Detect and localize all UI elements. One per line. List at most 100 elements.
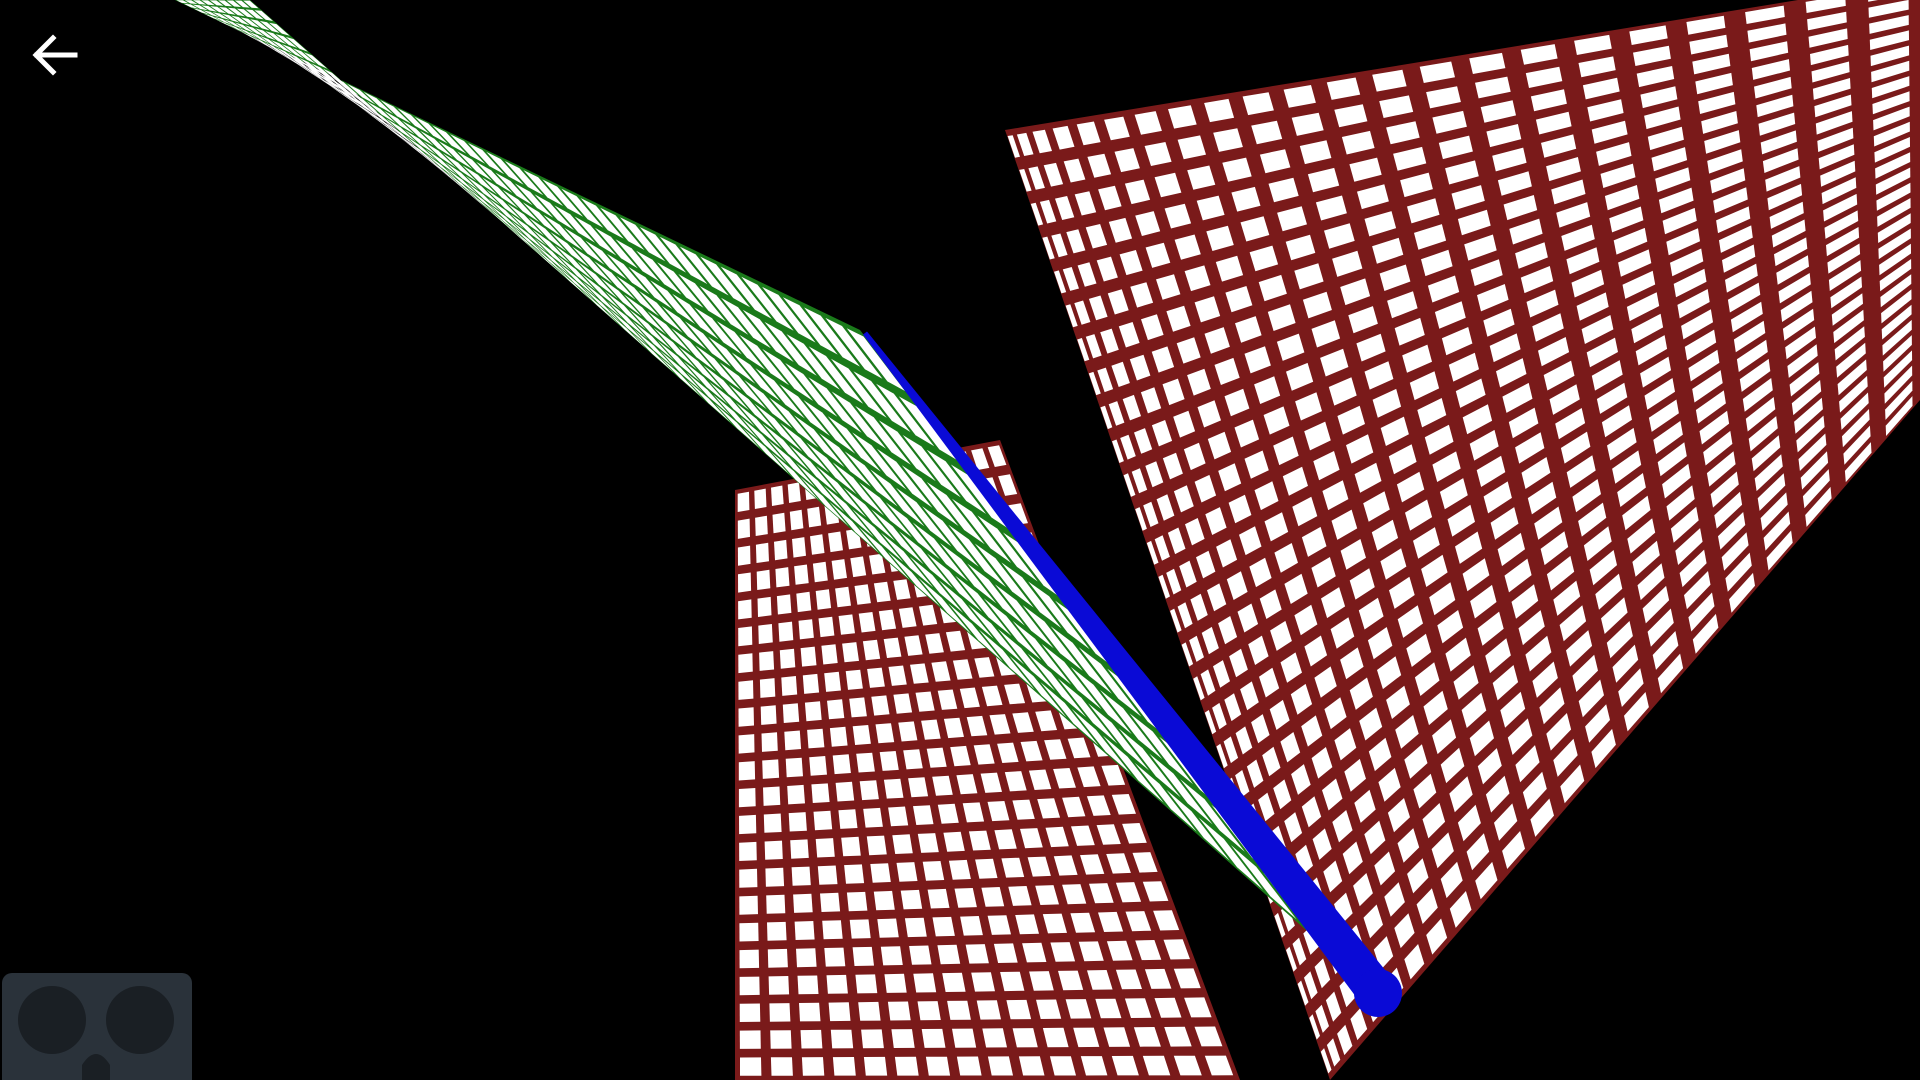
red-plane-upper-tile [1780, 290, 1813, 322]
red-plane-lower-tile [790, 839, 809, 859]
red-plane-upper-tile [1695, 390, 1726, 424]
red-plane-upper-tile [1259, 589, 1282, 619]
red-plane-lower-tile [1078, 941, 1104, 962]
red-plane-lower-tile [737, 545, 751, 566]
red-plane-lower-tile [782, 703, 800, 723]
green-plane-tile [250, 19, 270, 31]
red-plane-upper-tile [1626, 292, 1660, 322]
red-plane-lower-tile [832, 1057, 856, 1076]
green-plane-tile [940, 543, 997, 604]
red-plane-upper-tile [1344, 758, 1366, 792]
vr-mode-button[interactable] [2, 973, 192, 1080]
red-plane-lower-tile [1044, 739, 1067, 760]
red-plane-upper-tile [1824, 210, 1859, 239]
green-plane-tile [1134, 762, 1197, 832]
green-plane-tile [855, 405, 911, 465]
red-plane-upper-tile [1291, 764, 1311, 795]
green-plane-tile [238, 27, 258, 39]
red-plane-lower-tile [854, 584, 871, 605]
red-plane-lower-tile [800, 646, 817, 667]
red-plane-lower-tile [1058, 970, 1084, 991]
green-plane-tile [363, 103, 392, 126]
red-plane-upper-tile [1830, 276, 1862, 309]
red-plane-upper-tile [1201, 626, 1219, 655]
red-plane-lower-tile [794, 921, 815, 940]
red-plane-lower-tile [943, 717, 964, 739]
red-plane-lower-tile [1106, 940, 1133, 961]
red-plane-upper-tile [1812, 78, 1851, 100]
red-plane-lower-tile [739, 922, 759, 942]
red-plane-upper-tile [1251, 714, 1270, 744]
red-plane-upper-tile [1421, 554, 1448, 587]
green-plane-tile [240, 31, 261, 43]
green-plane-tile [510, 224, 547, 257]
red-plane-lower-tile [1132, 852, 1158, 873]
green-plane-tile [245, 25, 265, 37]
red-plane-upper-tile [1657, 442, 1687, 477]
red-plane-upper-tile [1387, 291, 1418, 319]
red-plane-upper-tile [1039, 199, 1057, 224]
red-plane-upper-tile [1688, 592, 1715, 632]
red-plane-lower-tile [909, 945, 932, 965]
green-plane-tile [720, 266, 772, 319]
red-plane-upper-tile [1572, 654, 1598, 692]
red-plane-upper-tile [1326, 1038, 1341, 1067]
red-plane-upper-tile [1284, 812, 1303, 843]
red-plane-upper-tile [1868, 0, 1879, 2]
red-plane-lower-tile [845, 669, 863, 690]
red-plane-lower-tile [766, 894, 786, 914]
red-plane-upper-tile [1445, 637, 1471, 672]
red-plane-upper-tile [1578, 56, 1616, 78]
green-plane-tile [607, 301, 648, 340]
red-plane-upper-tile [1475, 861, 1498, 900]
green-plane-tile [464, 187, 498, 217]
red-plane-upper-tile [1134, 428, 1153, 454]
red-plane-upper-tile [1393, 146, 1427, 171]
red-plane-upper-tile [1485, 775, 1510, 813]
red-plane-lower-tile [764, 840, 783, 860]
red-plane-lower-tile [965, 944, 989, 964]
green-plane-tile [604, 291, 646, 330]
red-plane-upper-tile [1483, 308, 1515, 337]
green-plane-tile [918, 577, 972, 635]
red-plane-lower-tile [815, 838, 835, 858]
red-plane-upper-tile [1870, 45, 1910, 67]
red-plane-lower-tile [1020, 828, 1043, 849]
green-plane-tile [1198, 817, 1264, 890]
red-plane-upper-tile [1698, 91, 1736, 114]
red-plane-upper-tile [1246, 759, 1264, 788]
green-plane-tile [214, 16, 233, 26]
red-plane-lower-tile [962, 802, 985, 823]
red-plane-lower-tile [739, 1003, 761, 1022]
red-plane-upper-tile [1177, 602, 1193, 629]
green-plane-tile [607, 307, 648, 346]
red-plane-upper-tile [1407, 198, 1440, 224]
red-plane-upper-tile [1065, 304, 1078, 328]
red-plane-upper-tile [1754, 454, 1783, 492]
green-plane-tile [577, 261, 618, 299]
red-plane-upper-tile [1438, 135, 1473, 160]
red-plane-upper-tile [1713, 187, 1748, 214]
red-plane-upper-tile [1313, 451, 1340, 481]
red-plane-upper-tile [1585, 704, 1610, 743]
red-plane-lower-tile [910, 663, 929, 684]
red-plane-lower-tile [1018, 1056, 1045, 1076]
red-plane-lower-tile [900, 889, 923, 910]
red-plane-upper-tile [1414, 662, 1440, 696]
red-plane-upper-tile [1429, 582, 1456, 616]
red-plane-upper-tile [1166, 305, 1191, 332]
red-plane-upper-tile [1629, 25, 1668, 45]
red-plane-upper-tile [1525, 66, 1563, 88]
red-plane-upper-tile [1485, 638, 1511, 674]
red-plane-lower-tile [908, 777, 929, 798]
intersection-line-endpoint [1354, 969, 1402, 1017]
red-plane-upper-tile [1601, 405, 1632, 438]
red-plane-upper-tile [1627, 518, 1656, 554]
back-button[interactable] [18, 18, 92, 92]
red-plane-upper-tile [1276, 333, 1305, 361]
red-plane-lower-tile [842, 642, 859, 663]
green-plane-tile [615, 239, 660, 282]
red-plane-upper-tile [1868, 0, 1909, 18]
